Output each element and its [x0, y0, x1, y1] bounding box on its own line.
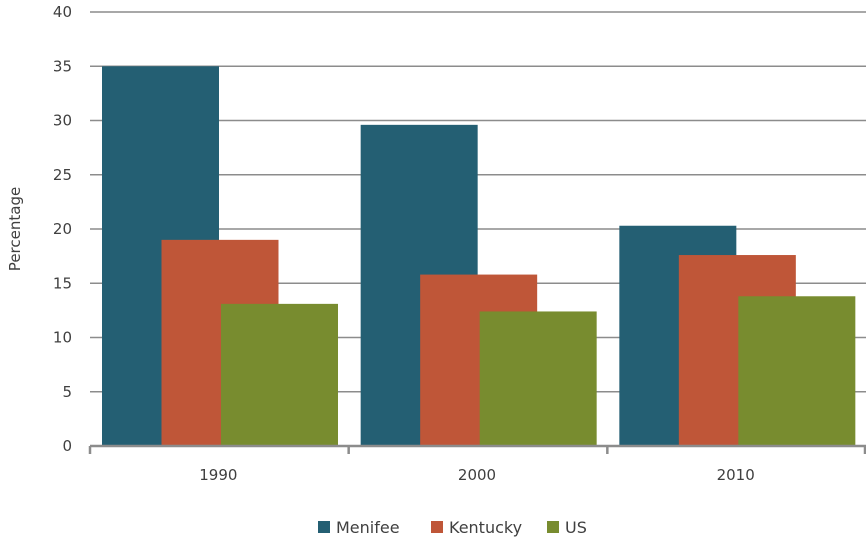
y-tick-label: 5	[62, 383, 72, 401]
legend: Menifee Kentucky US	[318, 518, 587, 537]
y-tick-label: 40	[53, 3, 72, 21]
legend-swatch-kentucky	[431, 521, 443, 533]
y-tick-label: 25	[53, 166, 72, 184]
y-tick-label: 20	[53, 220, 72, 238]
legend-label-us: US	[565, 518, 587, 537]
bar-us-2010	[738, 296, 856, 446]
x-tick-label: 2000	[458, 466, 496, 484]
y-tick-label: 35	[53, 57, 72, 75]
bars	[102, 66, 856, 446]
y-tick-label: 30	[53, 112, 72, 130]
bar-us-2000	[479, 311, 597, 446]
legend-swatch-us	[547, 521, 559, 533]
legend-label-menifee: Menifee	[336, 518, 400, 537]
y-tick-label: 10	[53, 329, 72, 347]
axes: 0 5 10 15 20 25 30 35 40 1990 2000 2010	[53, 3, 866, 484]
legend-label-kentucky: Kentucky	[449, 518, 522, 537]
y-axis-label: Percentage	[6, 187, 24, 271]
legend-swatch-menifee	[318, 521, 330, 533]
y-tick-label: 0	[62, 437, 72, 455]
x-tick-label: 2010	[717, 466, 755, 484]
y-tick-label: 15	[53, 274, 72, 292]
x-tick-label: 1990	[199, 466, 237, 484]
bar-us-1990	[221, 303, 338, 446]
